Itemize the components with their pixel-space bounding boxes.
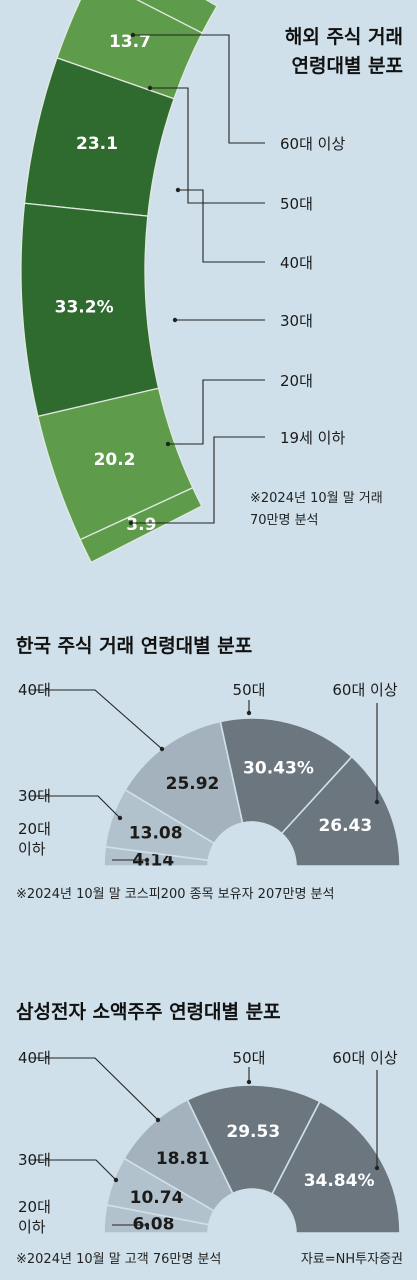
donut2-value-label-0: 6.08 — [132, 1215, 174, 1235]
band-segment-5 — [79, 486, 203, 564]
donut1-value-label-1: 13.08 — [129, 823, 183, 843]
donut1-value-label-3: 30.43% — [243, 758, 314, 778]
donut1-category-label-1: 30대 — [18, 787, 51, 805]
donut1-leader-line-2 — [30, 689, 163, 750]
band-category-label-2: 40대 — [280, 254, 313, 272]
band-category-label-4: 20대 — [280, 372, 313, 390]
chart2-note: ※2024년 10월 말 코스피200 종목 보유자 207만명 분석 — [16, 887, 334, 902]
leader-line-1 — [150, 87, 265, 204]
source-credit: 자료=NH투자증권 — [301, 1252, 403, 1267]
donut1-category-label-0: 20대 이하 — [18, 820, 51, 858]
donut2-category-label-0: 20대 이하 — [18, 1198, 51, 1236]
band-value-label-5: 3.9 — [126, 515, 156, 535]
chart3-note: ※2024년 10월 말 고객 76만명 분석 — [16, 1252, 221, 1267]
leader-line-5 — [131, 436, 265, 524]
donut1-value-label-0: 4.14 — [132, 851, 174, 871]
chart3-title: 삼성전자 소액주주 연령대별 분포 — [16, 1001, 281, 1023]
band-value-label-2: 23.1 — [76, 134, 118, 154]
band-value-label-1: 13.7 — [109, 32, 151, 52]
chart2-title: 한국 주식 거래 연령대별 분포 — [16, 635, 252, 657]
donut2-slice-4 — [271, 1100, 401, 1234]
chart1-note: ※2024년 10월 말 거래 70만명 분석 — [250, 491, 383, 528]
leader-line-4 — [168, 379, 265, 445]
band-category-label-0: 60대 이상 — [280, 135, 345, 153]
donut1-leader-line-1 — [30, 795, 121, 819]
band-category-label-5: 19세 이하 — [280, 429, 345, 447]
leader-line-0 — [133, 34, 265, 144]
band-value-label-4: 20.2 — [94, 450, 136, 470]
band-category-label-1: 50대 — [280, 195, 313, 213]
donut2-category-label-1: 30대 — [18, 1151, 51, 1169]
donut1-category-label-2: 40대 — [18, 681, 51, 699]
donut1-slice-2 — [124, 720, 244, 845]
donut1-value-label-2: 25.92 — [166, 774, 220, 794]
donut2-leader-line-1 — [30, 1159, 117, 1181]
band-category-label-3: 30대 — [280, 312, 313, 330]
donut2-leader-line-2 — [30, 1057, 159, 1121]
donut2-value-label-1: 10.74 — [130, 1188, 184, 1208]
donut1-slice-4 — [280, 755, 401, 867]
donut2-slice-3 — [186, 1084, 321, 1195]
band-value-label-3: 33.2% — [55, 298, 114, 318]
leader-line-2 — [178, 189, 265, 263]
donut1-value-label-4: 26.43 — [318, 816, 372, 836]
chart1-title: 해외 주식 거래 연령대별 분포 — [285, 26, 403, 77]
donut2-value-label-3: 29.53 — [226, 1122, 280, 1142]
donut2-category-label-3: 50대 — [233, 1049, 266, 1067]
donut2-value-label-2: 18.81 — [156, 1149, 210, 1169]
donut1-category-label-3: 50대 — [233, 681, 266, 699]
donut2-value-label-4: 34.84% — [304, 1171, 375, 1191]
donut2-category-label-4: 60대 이상 — [332, 1049, 397, 1067]
band-value-label-0: 5.9 — [140, 0, 170, 1]
donut1-category-label-4: 60대 이상 — [332, 681, 397, 699]
donut1-slice-3 — [219, 717, 353, 835]
donut2-category-label-2: 40대 — [18, 1049, 51, 1067]
